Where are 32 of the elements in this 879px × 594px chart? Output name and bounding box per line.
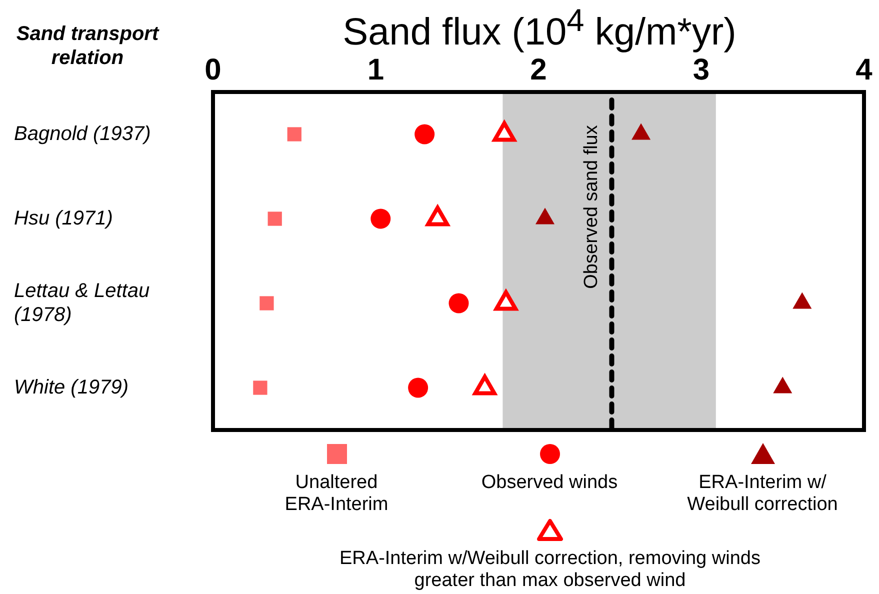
x-tick-label: 2: [530, 53, 547, 86]
x-tick-label: 1: [367, 53, 384, 86]
point: [792, 292, 812, 309]
x-tick-label: 3: [692, 53, 710, 86]
point: [494, 290, 518, 311]
point: [426, 206, 450, 226]
point: [632, 123, 651, 140]
y-tick-label: Lettau & Lettau (1978): [14, 280, 150, 326]
point: [473, 374, 496, 396]
x-axis-title: Sand flux (10$^{4}$ kg/m*yr): [342, 2, 738, 55]
point: [268, 212, 282, 226]
point: [408, 378, 428, 398]
point: [492, 121, 516, 142]
point: [414, 124, 435, 144]
point: [370, 208, 391, 229]
x-tick-label: 0: [204, 53, 222, 86]
legend-label: Unaltered ERA-Interim: [284, 472, 388, 515]
y-tick-label: Hsu (1971): [14, 207, 113, 230]
point: [260, 296, 274, 310]
y-tick-label: White (1979): [14, 376, 128, 398]
point: [773, 376, 792, 394]
point: [287, 127, 302, 142]
point: [535, 208, 555, 224]
ref-line-label: Observed sand flux: [580, 124, 602, 289]
point: [448, 293, 469, 314]
y-axis-title: Sand transport relation: [15, 22, 160, 70]
point: [253, 380, 268, 395]
x-tick-label: 4: [856, 53, 873, 86]
legend-label: Observed winds: [481, 472, 618, 493]
y-tick-label: Bagnold (1937): [14, 122, 151, 145]
text: ERA-Interim w/Weibull correction, removing winds greater than max observed wind: [340, 548, 760, 591]
text: ERA-Interim w/ Weibull correction: [687, 472, 838, 515]
